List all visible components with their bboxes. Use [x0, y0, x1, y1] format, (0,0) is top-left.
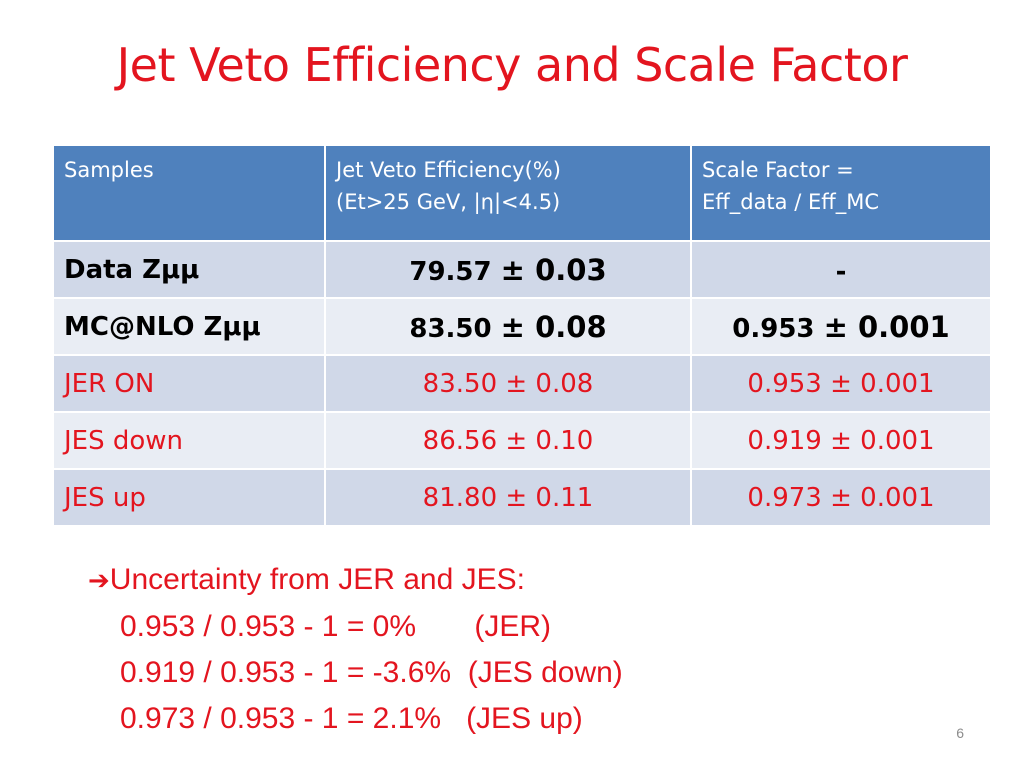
- header-efficiency-line1: Jet Veto Efficiency(%): [336, 158, 561, 182]
- slide-title: Jet Veto Efficiency and Scale Factor: [116, 38, 908, 92]
- table-row: JES up 81.80 ± 0.11 0.973 ± 0.001: [52, 468, 992, 527]
- header-samples: Samples: [52, 144, 326, 242]
- scale-factor-uncertainty: ± 0.001: [830, 425, 935, 456]
- efficiency-uncertainty: ± 0.08: [505, 368, 594, 399]
- page-number: 6: [956, 725, 964, 741]
- efficiency-uncertainty: ± 0.03: [500, 252, 607, 287]
- sample-cell: MC@NLO Zμμ: [52, 297, 326, 356]
- scale-factor-uncertainty: ± 0.001: [830, 368, 935, 399]
- arrow-right-icon: ➔: [88, 566, 110, 596]
- notes-heading-line: ➔Uncertainty from JER and JES:: [88, 557, 623, 604]
- efficiency-cell: 83.50 ± 0.08: [324, 297, 692, 356]
- scale-factor-cell: 0.973 ± 0.001: [690, 468, 992, 527]
- efficiency-cell: 79.57 ± 0.03: [324, 240, 692, 299]
- header-scale-factor-line1: Scale Factor =: [702, 158, 854, 182]
- scale-factor-uncertainty: ± 0.001: [830, 482, 935, 513]
- scale-factor-cell: -: [690, 240, 992, 299]
- scale-factor-value: 0.953: [747, 368, 822, 399]
- efficiency-value: 79.57: [409, 256, 492, 287]
- header-scale-factor-line2: Eff_data / Eff_MC: [702, 190, 879, 214]
- efficiency-uncertainty: ± 0.11: [505, 482, 594, 513]
- efficiency-uncertainty: ± 0.10: [505, 425, 594, 456]
- table-header-row: Samples Jet Veto Efficiency(%) (Et>25 Ge…: [52, 144, 992, 242]
- efficiency-value: 81.80: [422, 482, 498, 513]
- efficiency-uncertainty: ± 0.08: [500, 309, 607, 344]
- header-samples-label: Samples: [64, 158, 154, 182]
- scale-factor-cell: 0.919 ± 0.001: [690, 411, 992, 470]
- header-scale-factor: Scale Factor = Eff_data / Eff_MC: [690, 144, 992, 242]
- sample-cell: JER ON: [52, 354, 326, 413]
- header-efficiency: Jet Veto Efficiency(%) (Et>25 GeV, |η|<4…: [324, 144, 692, 242]
- notes-heading: Uncertainty from JER and JES:: [109, 563, 525, 596]
- table-row: JES down 86.56 ± 0.10 0.919 ± 0.001: [52, 411, 992, 470]
- header-efficiency-line2: (Et>25 GeV, |η|<4.5): [336, 190, 561, 214]
- scale-factor-value: 0.919: [747, 425, 822, 456]
- sample-cell: JES up: [52, 468, 326, 527]
- efficiency-value: 83.50: [422, 368, 498, 399]
- results-table: Samples Jet Veto Efficiency(%) (Et>25 Ge…: [52, 144, 992, 527]
- efficiency-value: 86.56: [422, 425, 498, 456]
- scale-factor-cell: 0.953 ± 0.001: [690, 297, 992, 356]
- note-line-jes-up: 0.973 / 0.953 - 1 = 2.1% (JES up): [120, 702, 583, 735]
- table-row: JER ON 83.50 ± 0.08 0.953 ± 0.001: [52, 354, 992, 413]
- efficiency-cell: 81.80 ± 0.11: [324, 468, 692, 527]
- scale-factor-value: 0.973: [747, 482, 822, 513]
- uncertainty-notes: ➔Uncertainty from JER and JES: 0.953 / 0…: [88, 557, 623, 742]
- efficiency-value: 83.50: [409, 313, 492, 344]
- scale-factor-uncertainty: ± 0.001: [823, 309, 950, 344]
- sample-cell: Data Zμμ: [52, 240, 326, 299]
- efficiency-cell: 83.50 ± 0.08: [324, 354, 692, 413]
- note-line-jes-down: 0.919 / 0.953 - 1 = -3.6% (JES down): [120, 656, 623, 689]
- table-row: Data Zμμ 79.57 ± 0.03 -: [52, 240, 992, 299]
- table-row: MC@NLO Zμμ 83.50 ± 0.08 0.953 ± 0.001: [52, 297, 992, 356]
- scale-factor-value: -: [835, 256, 847, 287]
- note-line-jer: 0.953 / 0.953 - 1 = 0% (JER): [120, 610, 552, 643]
- scale-factor-value: 0.953: [732, 313, 815, 344]
- sample-cell: JES down: [52, 411, 326, 470]
- efficiency-cell: 86.56 ± 0.10: [324, 411, 692, 470]
- scale-factor-cell: 0.953 ± 0.001: [690, 354, 992, 413]
